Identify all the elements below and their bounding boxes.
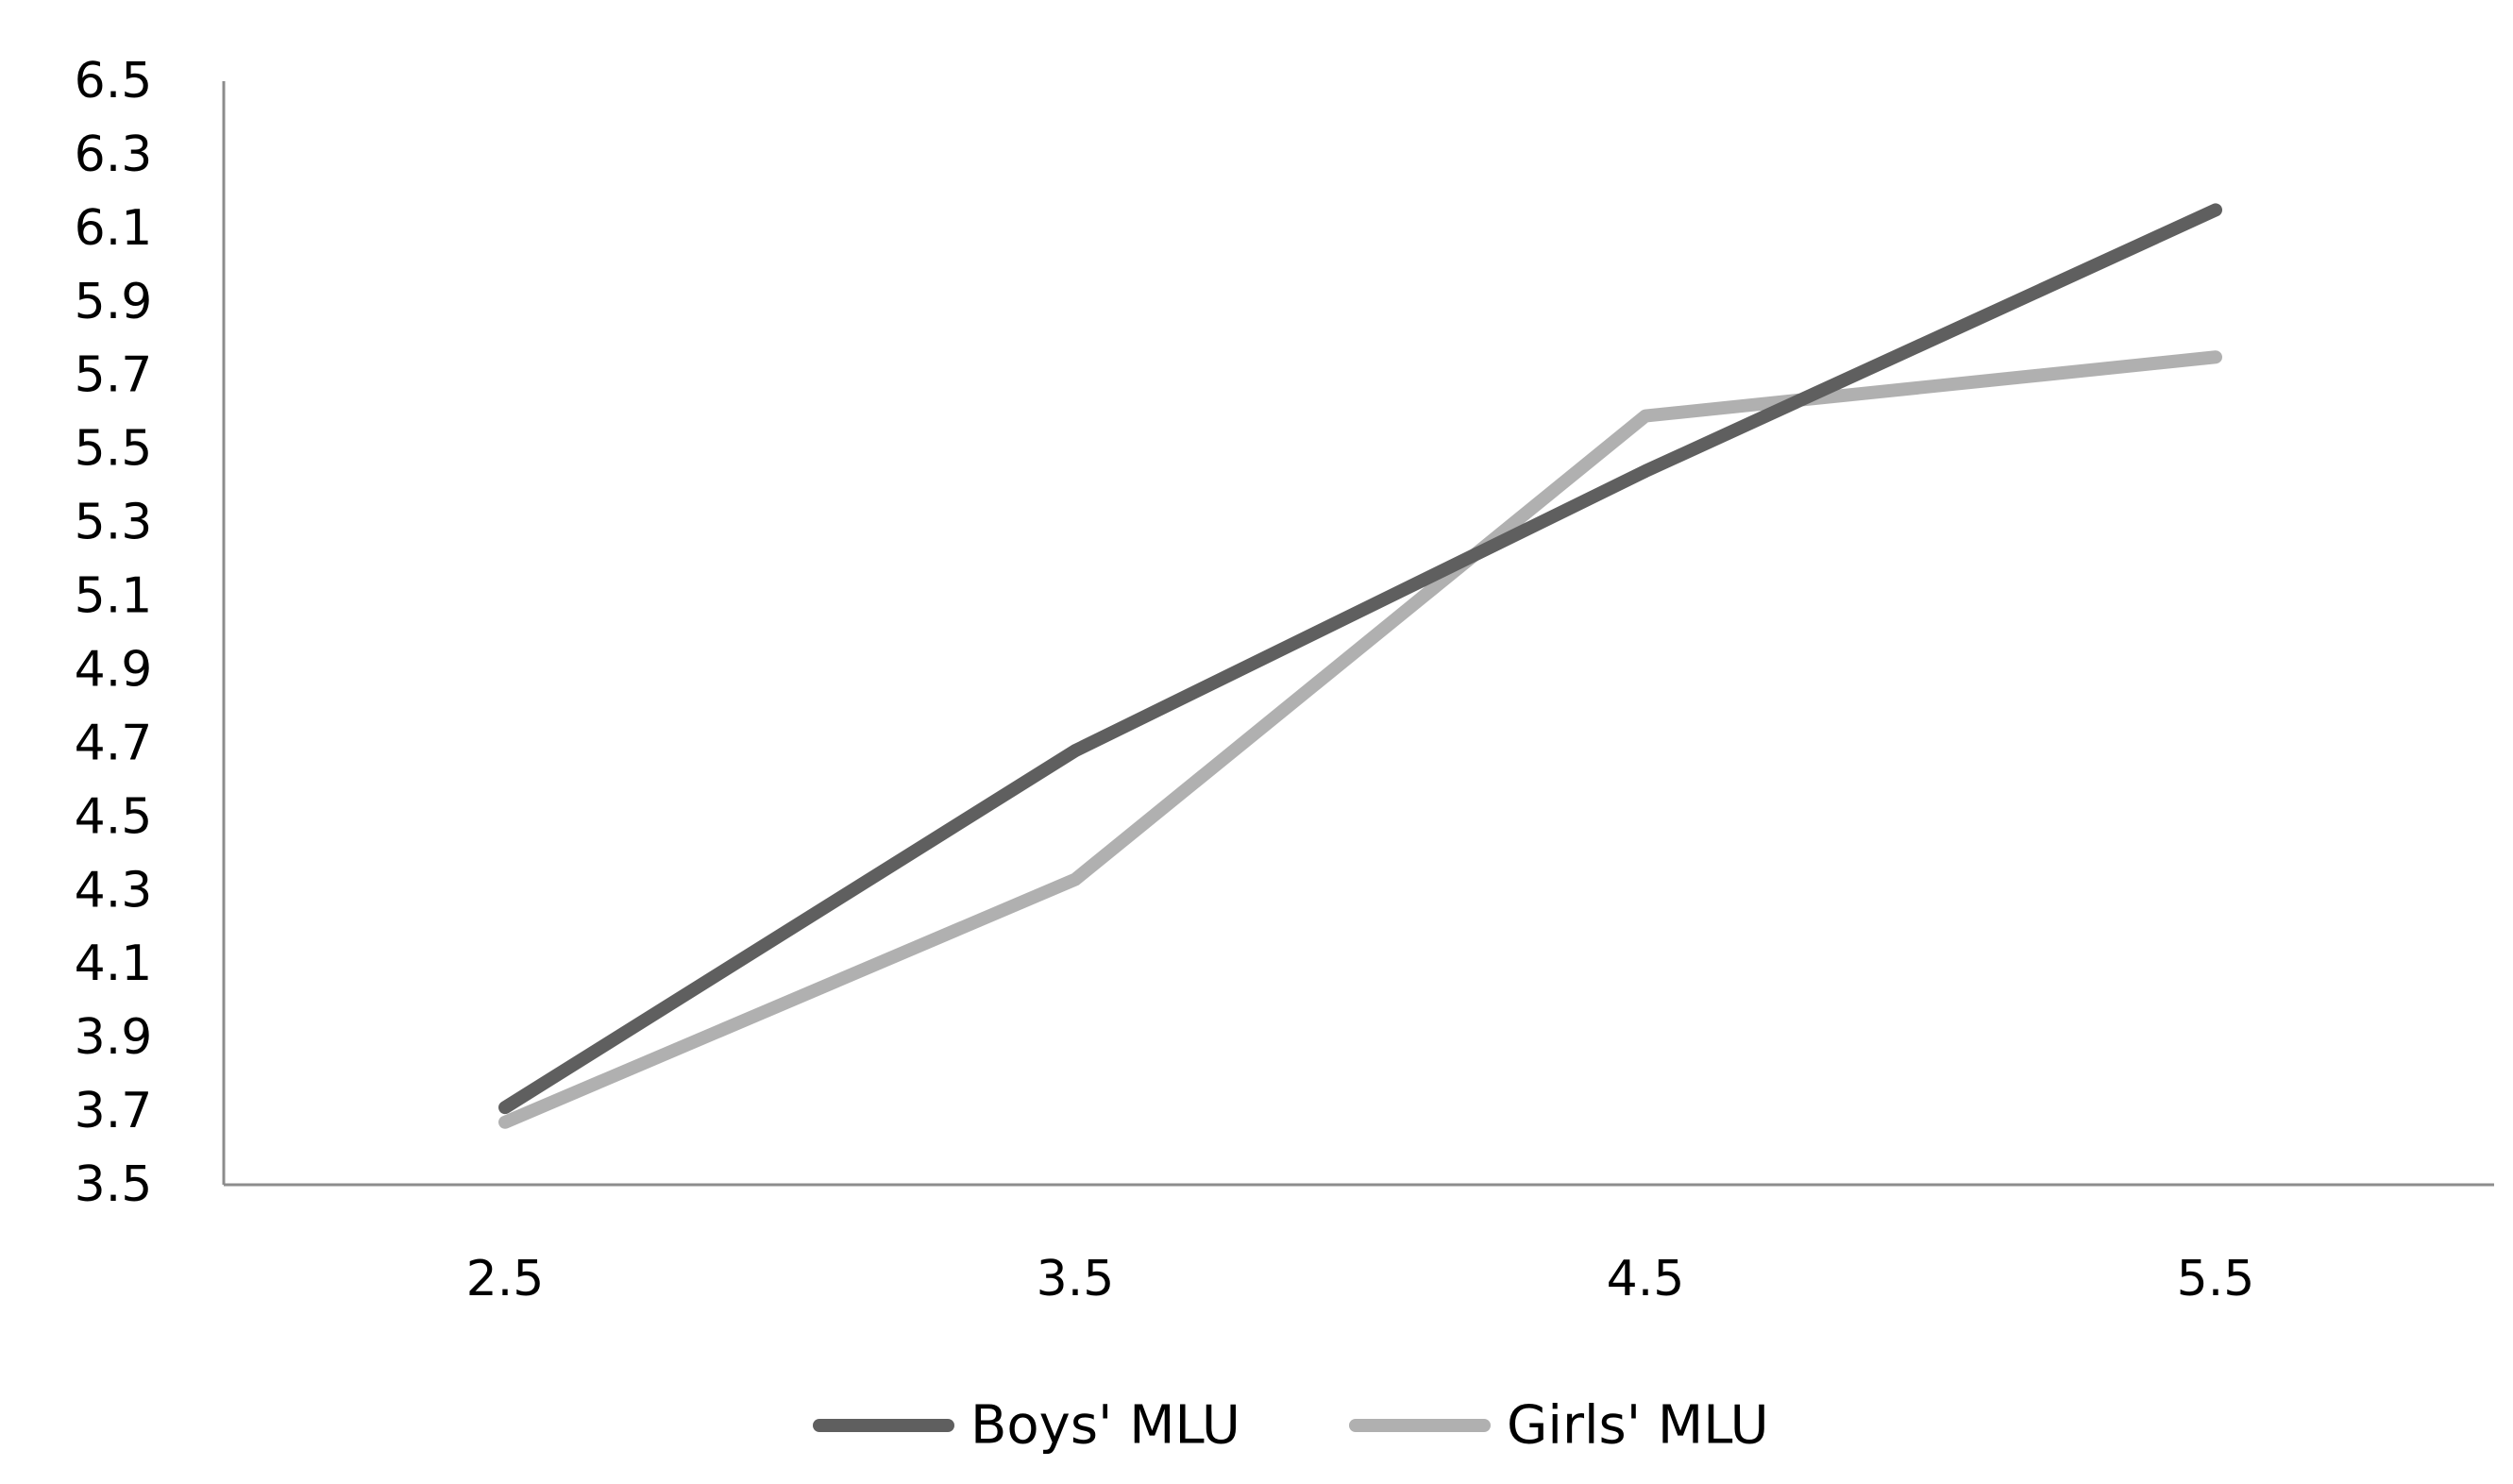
y-tick-label: 5.9: [75, 274, 153, 330]
y-tick-label: 5.7: [75, 347, 153, 404]
y-tick-label: 3.9: [75, 1009, 153, 1066]
y-tick-label: 5.3: [75, 495, 153, 551]
y-tick-label: 6.1: [75, 200, 153, 257]
y-tick-label: 5.1: [75, 568, 153, 625]
y-tick-label: 4.5: [75, 788, 153, 845]
y-tick-label: 4.9: [75, 641, 153, 698]
x-tick-label: 3.5: [1037, 1251, 1115, 1307]
y-tick-label: 5.5: [75, 421, 153, 478]
y-tick-label: 4.3: [75, 862, 153, 919]
series-line-girls-mlu: [498, 350, 2222, 1129]
y-tick-label: 6.5: [75, 53, 153, 110]
y-tick-label: 6.3: [75, 126, 153, 183]
legend-label-girls-mlu: Girls' MLU: [1507, 1395, 1769, 1457]
legend: Boys' MLU Girls' MLU: [813, 1395, 1769, 1457]
x-tick-label: 2.5: [466, 1251, 545, 1307]
x-axis-tick-labels: 2.5 3.5 4.5 5.5: [466, 1251, 2255, 1307]
series-lines: [498, 203, 2222, 1129]
y-tick-label: 3.5: [75, 1156, 153, 1213]
y-tick-label: 4.1: [75, 936, 153, 992]
x-tick-label: 4.5: [1607, 1251, 1685, 1307]
legend-label-boys-mlu: Boys' MLU: [970, 1395, 1240, 1457]
y-axis-tick-labels: 3.5 3.7 3.9 4.1 4.3 4.5 4.7 4.9 5.1 5.3 5.5 5.7 5.9 6…: [75, 53, 153, 1213]
y-tick-label: 4.7: [75, 715, 153, 771]
x-tick-label: 5.5: [2177, 1251, 2255, 1307]
y-tick-label: 3.7: [75, 1083, 153, 1139]
series-line-boys-mlu: [498, 203, 2222, 1115]
